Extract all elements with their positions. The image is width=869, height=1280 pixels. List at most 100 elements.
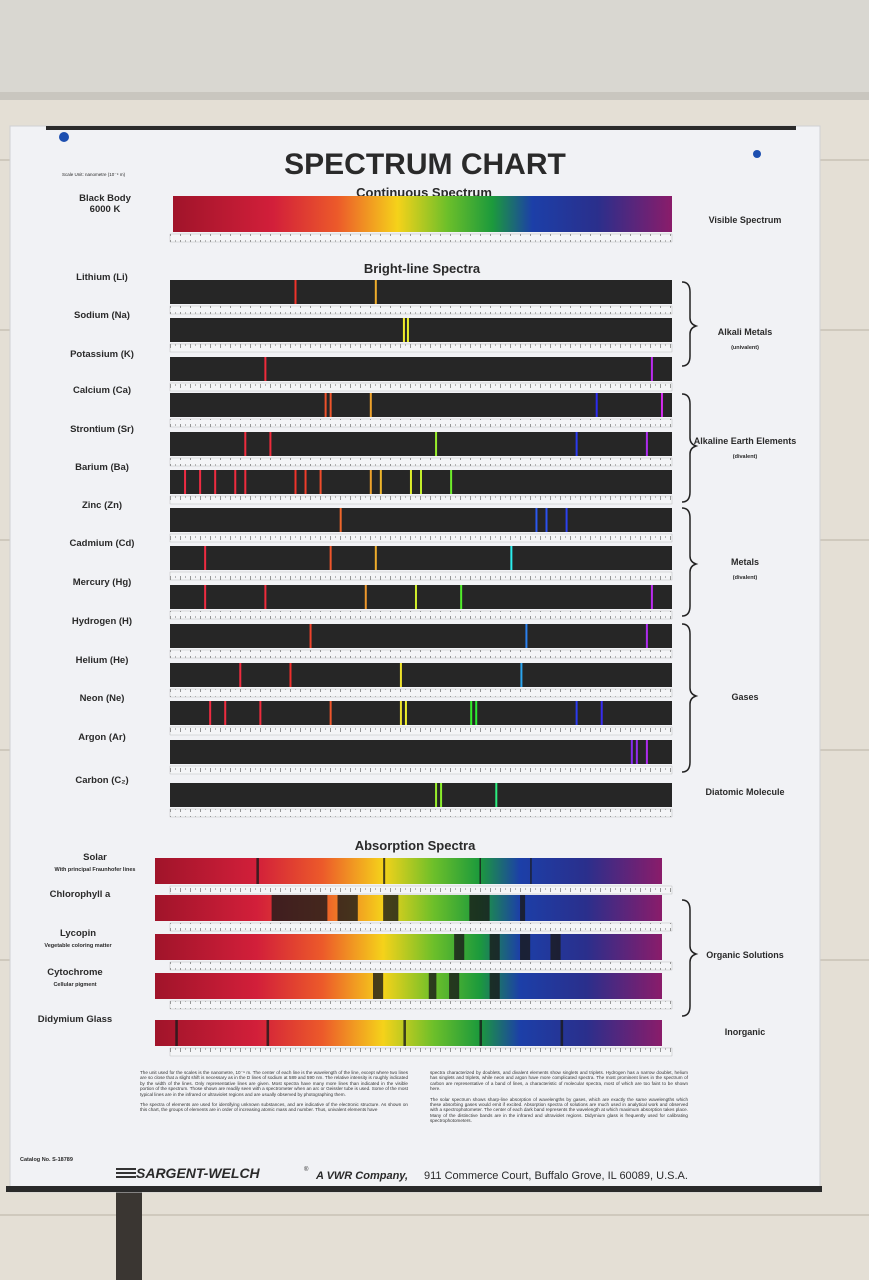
poster-rod: [46, 126, 796, 130]
emission-line: [660, 393, 663, 417]
emission-line: [650, 357, 653, 381]
absorption-strip: [155, 973, 662, 999]
absorption-band: [520, 934, 531, 960]
scale-ruler: [169, 1000, 673, 1010]
row-label: Helium (He): [76, 655, 129, 666]
row-label: Mercury (Hg): [73, 577, 132, 588]
emission-line: [414, 585, 417, 609]
group-label: Organic Solutions: [706, 950, 784, 960]
footer-logo: [116, 1168, 136, 1178]
emission-line: [329, 701, 332, 725]
scale-ruler: [169, 808, 673, 818]
emission-line: [184, 470, 187, 494]
emission-line: [435, 432, 438, 456]
absorption-band: [373, 973, 384, 999]
absorption-band: [271, 895, 328, 921]
title: SPECTRUM CHART: [284, 148, 566, 181]
group-label: Metals: [731, 557, 759, 567]
emission-line: [294, 280, 297, 304]
emission-line: [329, 546, 332, 570]
emission-line: [409, 470, 412, 494]
ceiling-trim: [0, 92, 869, 100]
row-label: Zinc (Zn): [82, 500, 122, 511]
scale-unit: Scale Unit: nanometre (10⁻⁹ m): [62, 172, 126, 177]
absorption-band: [479, 858, 482, 884]
stand-pole: [116, 1190, 142, 1280]
emission-line: [309, 624, 312, 648]
emission-line: [402, 318, 405, 342]
emission-line: [214, 470, 217, 494]
group-label: Alkali Metals: [718, 327, 773, 337]
emission-line: [379, 470, 382, 494]
emission-line: [535, 508, 538, 532]
emission-strip: [170, 624, 672, 648]
emission-line: [595, 393, 598, 417]
emission-strip: [170, 280, 672, 304]
emission-line: [460, 585, 463, 609]
absorption-strip: [155, 895, 662, 921]
group-sublabel: (divalent): [733, 575, 758, 581]
emission-line: [339, 508, 342, 532]
scale-ruler: [169, 961, 673, 971]
emission-line: [369, 470, 372, 494]
note: The unit used for the scales is the nano…: [140, 1070, 408, 1097]
row-label: Lycopin: [60, 928, 96, 939]
scale-ruler: [169, 495, 673, 505]
emission-line: [264, 585, 267, 609]
emission-line: [630, 740, 633, 764]
emission-line: [645, 432, 648, 456]
row-label: Sodium (Na): [74, 310, 130, 321]
emission-line: [420, 470, 422, 494]
scale-ruler: [169, 1047, 673, 1057]
absorption-band: [489, 934, 500, 960]
emission-line: [525, 624, 528, 648]
scale-ruler: [169, 922, 673, 932]
emission-line: [324, 393, 327, 417]
emission-line: [329, 393, 332, 417]
emission-strip: [170, 740, 672, 764]
section-heading: Bright-line Spectra: [364, 261, 481, 276]
absorption-band: [449, 973, 460, 999]
row-label: Carbon (C₂): [75, 775, 128, 786]
row-sublabel: Cellular pigment: [53, 982, 96, 988]
absorption-strip: [155, 1020, 662, 1046]
absorption-band: [175, 1020, 178, 1046]
emission-line: [635, 740, 638, 764]
poster-bottom-rod: [6, 1186, 822, 1192]
note: spectra characterized by doublets, and d…: [430, 1070, 688, 1092]
emission-line: [204, 546, 207, 570]
absorption-band: [337, 895, 358, 921]
absorption-band: [489, 973, 500, 999]
scale-ruler: [169, 382, 673, 392]
row-label: Argon (Ar): [78, 732, 126, 743]
emission-strip: [170, 318, 672, 342]
scale-ruler: [169, 457, 673, 467]
row-label: Potassium (K): [70, 349, 134, 360]
emission-line: [440, 783, 443, 807]
row-label: Cadmium (Cd): [70, 538, 135, 549]
emission-line: [470, 701, 473, 725]
scale-ruler: [169, 688, 673, 698]
emission-line: [545, 508, 548, 532]
emission-line: [239, 663, 242, 687]
emission-line: [224, 701, 227, 725]
emission-line: [304, 470, 307, 494]
emission-line: [495, 783, 498, 807]
note: The spectra of elements are used for ide…: [140, 1102, 408, 1113]
absorption-band: [560, 1020, 564, 1046]
emission-line: [399, 701, 402, 725]
scale-ruler: [169, 571, 673, 581]
emission-line: [406, 318, 409, 342]
scale-ruler: [169, 649, 673, 659]
emission-line: [475, 701, 478, 725]
absorption-band: [469, 895, 490, 921]
row-label: Cytochrome: [47, 967, 102, 978]
emission-line: [565, 508, 568, 532]
emission-line: [645, 624, 648, 648]
absorption-band: [530, 858, 532, 884]
absorption-band: [428, 973, 437, 999]
scale-ruler: [169, 233, 673, 243]
row-label: Lithium (Li): [76, 272, 128, 283]
scale-ruler: [169, 885, 673, 895]
